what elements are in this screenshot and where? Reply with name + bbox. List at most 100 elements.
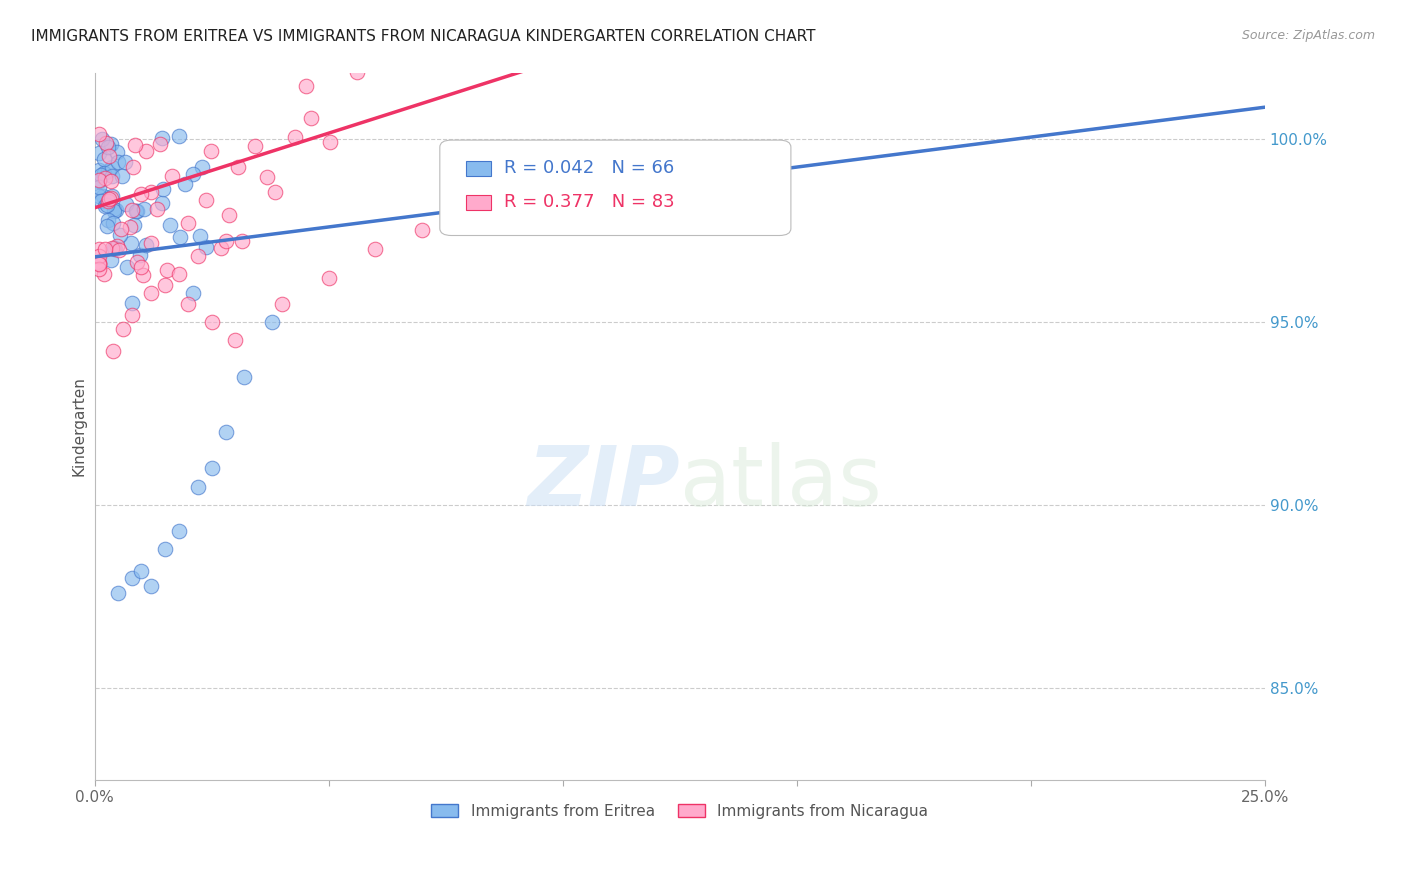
- Point: [364, 242, 387, 256]
- Point: [97, 213, 120, 227]
- Point: [131, 268, 153, 282]
- Point: [114, 197, 136, 211]
- Point: [96, 219, 118, 234]
- Point: [226, 160, 249, 174]
- Point: [100, 252, 122, 267]
- Point: [89, 242, 111, 256]
- Point: [153, 541, 176, 556]
- Point: [101, 216, 124, 230]
- Point: [233, 369, 256, 384]
- Point: [174, 177, 197, 191]
- Point: [458, 212, 481, 227]
- Point: [150, 130, 173, 145]
- Point: [90, 168, 112, 182]
- Point: [153, 278, 176, 293]
- Point: [319, 135, 342, 149]
- Point: [384, 43, 406, 57]
- Point: [93, 189, 115, 203]
- Point: [89, 146, 111, 161]
- Point: [131, 260, 153, 274]
- Point: [181, 167, 204, 181]
- Point: [94, 242, 117, 256]
- Point: [89, 173, 111, 187]
- FancyBboxPatch shape: [440, 140, 792, 235]
- Point: [100, 174, 122, 188]
- Point: [139, 186, 162, 200]
- Point: [127, 204, 149, 219]
- Point: [129, 186, 152, 201]
- Point: [100, 189, 122, 203]
- Point: [100, 137, 122, 152]
- Point: [115, 260, 138, 274]
- Point: [89, 174, 111, 188]
- FancyBboxPatch shape: [465, 161, 491, 176]
- Point: [111, 169, 134, 183]
- Point: [97, 140, 120, 154]
- Point: [231, 234, 253, 248]
- Point: [105, 239, 128, 253]
- Point: [114, 154, 136, 169]
- Point: [97, 164, 120, 178]
- Point: [150, 196, 173, 211]
- Point: [299, 111, 322, 125]
- Point: [243, 139, 266, 153]
- Text: IMMIGRANTS FROM ERITREA VS IMMIGRANTS FROM NICARAGUA KINDERGARTEN CORRELATION CH: IMMIGRANTS FROM ERITREA VS IMMIGRANTS FR…: [31, 29, 815, 44]
- Point: [411, 223, 433, 237]
- Point: [167, 524, 190, 538]
- Point: [195, 193, 218, 207]
- Point: [89, 189, 111, 203]
- Point: [96, 197, 118, 211]
- Point: [187, 480, 209, 494]
- Point: [103, 242, 125, 256]
- Text: Source: ZipAtlas.com: Source: ZipAtlas.com: [1241, 29, 1375, 42]
- Point: [122, 218, 145, 232]
- Text: atlas: atlas: [679, 442, 882, 524]
- Point: [101, 160, 124, 174]
- Point: [89, 179, 111, 194]
- Point: [262, 315, 284, 329]
- Point: [110, 228, 132, 243]
- Point: [121, 295, 143, 310]
- Point: [103, 203, 125, 218]
- Point: [90, 132, 112, 146]
- Point: [256, 169, 278, 184]
- Text: ZIP: ZIP: [527, 442, 679, 524]
- Point: [149, 137, 172, 152]
- Point: [93, 166, 115, 180]
- Point: [93, 171, 115, 186]
- Point: [89, 256, 111, 270]
- Point: [94, 199, 117, 213]
- Point: [118, 219, 141, 234]
- Point: [181, 285, 204, 300]
- FancyBboxPatch shape: [465, 194, 491, 210]
- Point: [129, 247, 152, 261]
- Point: [104, 242, 127, 256]
- Point: [111, 322, 134, 336]
- Point: [167, 129, 190, 144]
- Point: [89, 257, 111, 271]
- Point: [214, 235, 236, 249]
- Point: [105, 202, 128, 217]
- Point: [93, 267, 115, 281]
- Point: [194, 240, 217, 254]
- Point: [177, 296, 200, 310]
- Point: [121, 308, 143, 322]
- Text: R = 0.377   N = 83: R = 0.377 N = 83: [505, 194, 675, 211]
- Point: [146, 202, 169, 216]
- Point: [89, 127, 111, 141]
- Legend: Immigrants from Eritrea, Immigrants from Nicaragua: Immigrants from Eritrea, Immigrants from…: [425, 797, 935, 825]
- Point: [318, 271, 340, 285]
- Point: [270, 296, 292, 310]
- Point: [346, 65, 368, 79]
- Point: [89, 261, 111, 276]
- Point: [135, 144, 157, 158]
- Point: [218, 208, 240, 222]
- Point: [200, 315, 222, 329]
- Point: [131, 564, 153, 578]
- Point: [187, 249, 209, 263]
- Point: [103, 344, 125, 359]
- Point: [98, 192, 121, 206]
- Point: [177, 216, 200, 230]
- Point: [159, 218, 181, 232]
- Point: [188, 229, 211, 244]
